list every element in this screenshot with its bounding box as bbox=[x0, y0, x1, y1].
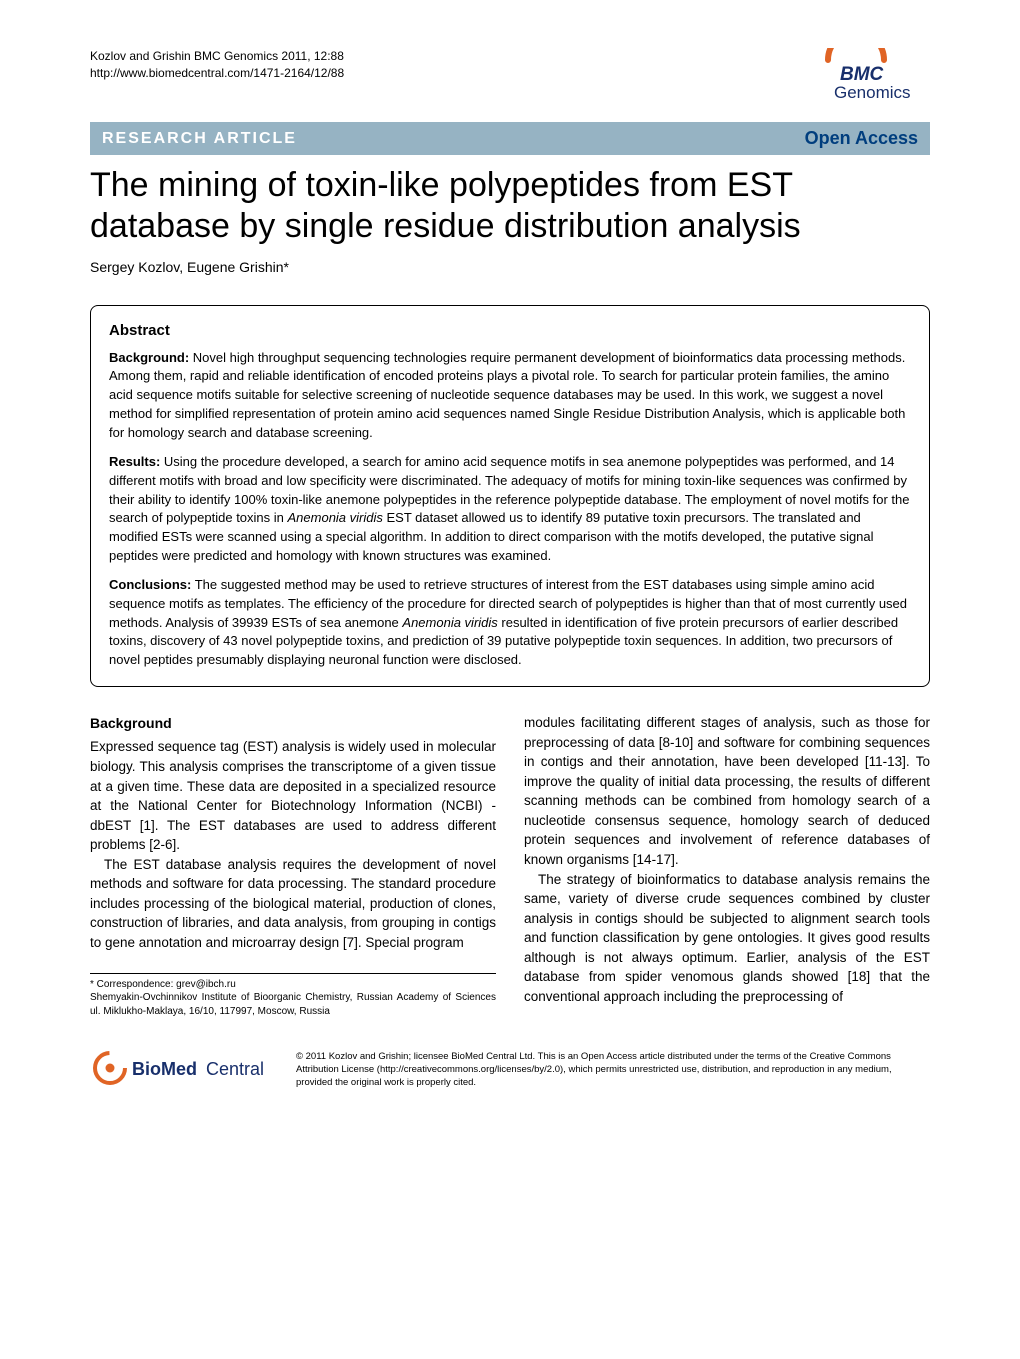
left-p2: The EST database analysis requires the d… bbox=[90, 855, 496, 953]
svg-text:BioMed: BioMed bbox=[132, 1059, 197, 1079]
citation-authors-journal: Kozlov and Grishin BMC Genomics 2011, 12… bbox=[90, 49, 344, 63]
svg-text:Central: Central bbox=[206, 1059, 264, 1079]
right-p2: The strategy of bioinformatics to databa… bbox=[524, 870, 930, 1007]
page-header: Kozlov and Grishin BMC Genomics 2011, 12… bbox=[90, 48, 930, 104]
svg-text:Genomics: Genomics bbox=[834, 83, 911, 102]
biomed-central-logo-icon: BioMed Central bbox=[90, 1048, 280, 1088]
abstract-conclusions: Conclusions: The suggested method may be… bbox=[109, 576, 911, 670]
journal-logo: BMC Genomics bbox=[820, 48, 930, 104]
license-text: © 2011 Kozlov and Grishin; licensee BioM… bbox=[296, 1051, 930, 1089]
svg-text:BMC: BMC bbox=[840, 64, 884, 85]
article-title: The mining of toxin-like polypeptides fr… bbox=[90, 165, 930, 247]
body-columns: Background Expressed sequence tag (EST) … bbox=[90, 713, 930, 1018]
abstract-results-label: Results: bbox=[109, 454, 160, 469]
left-column: Background Expressed sequence tag (EST) … bbox=[90, 713, 496, 1018]
section-bar: RESEARCH ARTICLE Open Access bbox=[90, 122, 930, 155]
correspondence-block: * Correspondence: grev@ibch.ru Shemyakin… bbox=[90, 973, 496, 1019]
author-list: Sergey Kozlov, Eugene Grishin* bbox=[90, 259, 930, 275]
abstract-background-text: Novel high throughput sequencing technol… bbox=[109, 350, 905, 440]
right-column: modules facilitating different stages of… bbox=[524, 713, 930, 1018]
page-footer: BioMed Central © 2011 Kozlov and Grishin… bbox=[90, 1040, 930, 1093]
left-p1: Expressed sequence tag (EST) analysis is… bbox=[90, 737, 496, 854]
bmc-genomics-logo-icon: BMC Genomics bbox=[820, 48, 930, 104]
abstract-heading: Abstract bbox=[109, 322, 911, 339]
abstract-background: Background: Novel high throughput sequen… bbox=[109, 349, 911, 443]
citation-block: Kozlov and Grishin BMC Genomics 2011, 12… bbox=[90, 48, 344, 82]
abstract-results: Results: Using the procedure developed, … bbox=[109, 453, 911, 566]
article-type-label: RESEARCH ARTICLE bbox=[102, 130, 297, 148]
abstract-conclusions-label: Conclusions: bbox=[109, 577, 191, 592]
biomed-central-logo: BioMed Central bbox=[90, 1048, 280, 1093]
background-heading: Background bbox=[90, 713, 496, 733]
abstract-conclusions-italic: Anemonia viridis bbox=[402, 615, 497, 630]
correspondence-affiliation: Shemyakin-Ovchinnikov Institute of Bioor… bbox=[90, 991, 496, 1018]
abstract-box: Abstract Background: Novel high throughp… bbox=[90, 305, 930, 688]
citation-line: Kozlov and Grishin BMC Genomics 2011, 12… bbox=[90, 48, 344, 65]
citation-url: http://www.biomedcentral.com/1471-2164/1… bbox=[90, 65, 344, 82]
abstract-results-italic: Anemonia viridis bbox=[288, 510, 383, 525]
abstract-background-label: Background: bbox=[109, 350, 189, 365]
correspondence-email: * Correspondence: grev@ibch.ru bbox=[90, 978, 496, 992]
open-access-label: Open Access bbox=[805, 128, 918, 149]
right-p1: modules facilitating different stages of… bbox=[524, 713, 930, 870]
